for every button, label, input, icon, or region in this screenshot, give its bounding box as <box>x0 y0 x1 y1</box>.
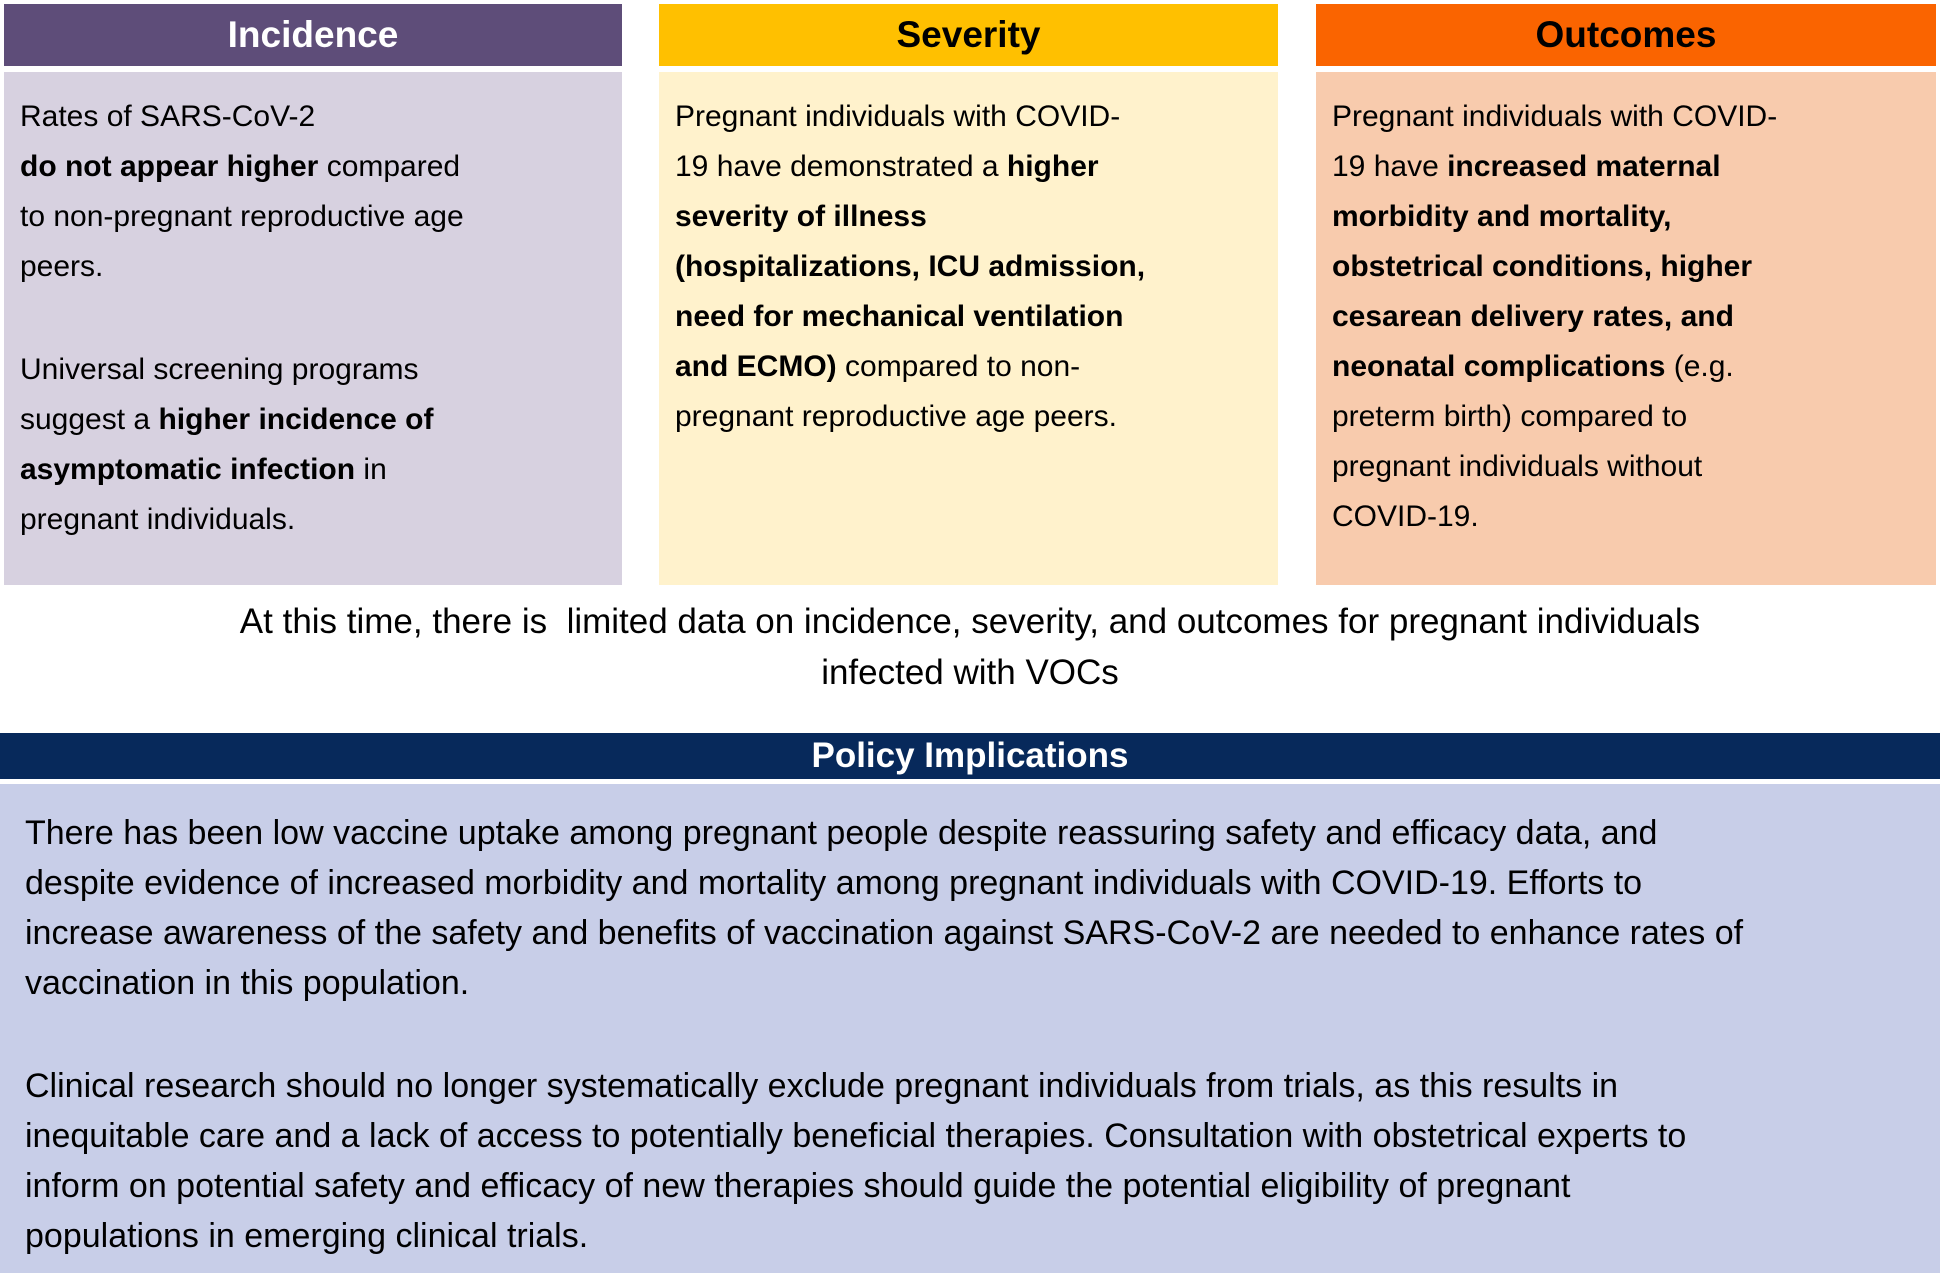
bold-text-segment: do not appear higher <box>20 150 319 183</box>
policy-implications-title: Policy Implications <box>811 736 1129 775</box>
paragraph: There has been low vaccine uptake among … <box>25 808 1915 1008</box>
text-segment: Universal screening programs suggest a <box>20 353 419 436</box>
severity-title: Severity <box>896 14 1041 55</box>
incidence-title: Incidence <box>227 14 399 55</box>
policy-implications-body: There has been low vaccine uptake among … <box>0 784 1940 1273</box>
policy-implications-header: Policy Implications <box>0 733 1940 779</box>
incidence-body: Rates of SARS-CoV-2 do not appear higher… <box>4 72 622 585</box>
outcomes-title: Outcomes <box>1535 14 1717 55</box>
text-segment: compared to non-pregnant reproductive ag… <box>20 150 464 283</box>
voc-limited-data-note: At this time, there is limited data on i… <box>239 602 1701 692</box>
text-segment: in pregnant individuals. <box>20 453 387 536</box>
text-segment: (e.g. preterm birth) compared to pregnan… <box>1332 350 1734 533</box>
paragraph: Rates of SARS-CoV-2 do not appear higher… <box>20 92 606 292</box>
outcomes-body: Pregnant individuals with COVID- 19 have… <box>1316 72 1936 585</box>
severity-body: Pregnant individuals with COVID- 19 have… <box>659 72 1278 585</box>
paragraph: Pregnant individuals with COVID- 19 have… <box>675 92 1262 442</box>
text-segment: Clinical research should no longer syste… <box>25 1067 1687 1255</box>
bold-text-segment: increased maternal morbidity and mortali… <box>1332 150 1753 383</box>
outcomes-column: Outcomes Pregnant individuals with COVID… <box>1316 4 1936 585</box>
paragraph: Pregnant individuals with COVID- 19 have… <box>1332 92 1920 542</box>
incidence-header: Incidence <box>4 4 622 66</box>
severity-column: Severity Pregnant individuals with COVID… <box>659 4 1278 585</box>
text-segment: Rates of SARS-CoV-2 <box>20 100 316 133</box>
paragraph: Universal screening programs suggest a h… <box>20 345 606 545</box>
text-segment: Pregnant individuals with COVID- 19 have <box>1332 100 1778 183</box>
incidence-column: Incidence Rates of SARS-CoV-2 do not app… <box>4 4 622 585</box>
text-segment: compared to non- pregnant reproductive a… <box>675 350 1117 433</box>
paragraph: Clinical research should no longer syste… <box>25 1061 1915 1261</box>
severity-header: Severity <box>659 4 1278 66</box>
bold-text-segment: higher incidence of asymptomatic infecti… <box>20 403 434 486</box>
outcomes-header: Outcomes <box>1316 4 1936 66</box>
text-segment: There has been low vaccine uptake among … <box>25 814 1744 1002</box>
bold-text-segment: higher severity of illness (hospitalizat… <box>675 150 1146 383</box>
text-segment: Pregnant individuals with COVID- 19 have… <box>675 100 1121 183</box>
